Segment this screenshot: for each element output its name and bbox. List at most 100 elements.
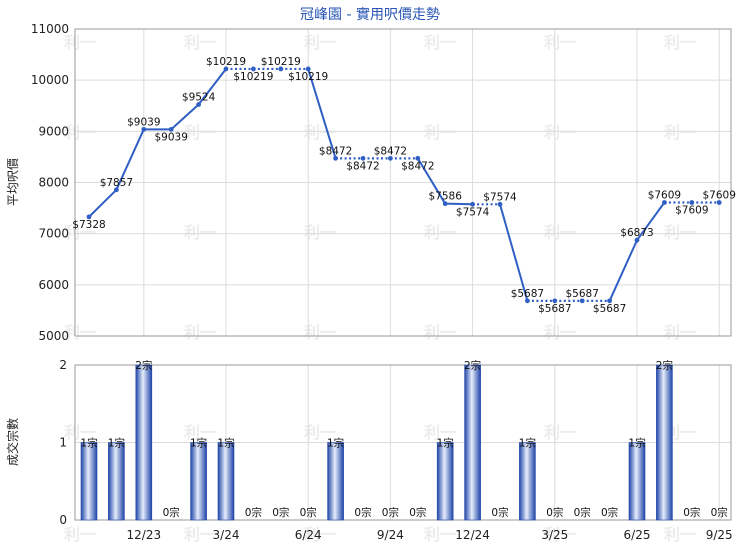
price-data-label: $10219	[288, 71, 328, 83]
price-data-label: $8472	[401, 160, 434, 172]
x-tick-label: 6/25	[624, 528, 651, 542]
volume-data-label: 0宗	[601, 506, 618, 519]
price-point	[223, 66, 229, 72]
watermark-glyph: 利一	[664, 525, 696, 544]
volume-bar	[464, 364, 481, 521]
x-tick-label: 9/24	[377, 528, 404, 542]
price-data-label: $7609	[702, 190, 735, 202]
price-data-label: $9039	[154, 131, 187, 143]
price-point	[251, 66, 256, 72]
volume-data-label: 1宗	[190, 437, 207, 450]
price-point	[525, 298, 530, 304]
price-line-segment	[197, 68, 227, 106]
price-data-label: $7586	[428, 191, 462, 203]
volume-data-label: 0宗	[491, 506, 508, 519]
x-tick-label: 6/24	[295, 528, 322, 542]
volume-bar	[217, 442, 235, 521]
volume-data-label: 1宗	[437, 437, 454, 450]
watermark-glyph: 利一	[544, 223, 576, 242]
price-y-tick-label: 7000	[38, 227, 69, 241]
volume-data-label: 0宗	[272, 506, 289, 519]
price-data-label: $10219	[261, 56, 301, 68]
price-data-label: $5687	[538, 303, 571, 315]
price-data-label: $10219	[206, 56, 246, 68]
price-data-label: $9039	[127, 116, 160, 128]
watermark-glyph: 利一	[64, 525, 96, 544]
volume-data-label: 2宗	[464, 359, 481, 372]
volume-bar	[628, 442, 646, 521]
price-y-axis-title: 平均呎價	[6, 158, 20, 206]
price-data-label: $10219	[233, 71, 273, 83]
watermark-glyph: 利一	[184, 123, 216, 142]
price-data-label: $6873	[620, 227, 653, 239]
watermark-glyph: 利一	[424, 223, 456, 242]
watermark-glyph: 利一	[184, 223, 216, 242]
price-line-segment	[608, 239, 638, 302]
watermark-glyph: 利一	[544, 33, 576, 52]
x-tick-label: 9/25	[706, 528, 733, 542]
volume-data-label: 1宗	[519, 437, 536, 450]
price-data-label: $7574	[456, 206, 490, 218]
price-point	[141, 126, 147, 132]
volume-bar	[108, 442, 125, 521]
price-data-label: $9524	[182, 92, 216, 104]
price-y-tick-label: 5000	[38, 329, 69, 343]
price-point	[497, 201, 503, 207]
watermark-glyph: 利一	[664, 223, 696, 242]
volume-y-tick-label: 1	[59, 436, 67, 450]
price-point	[552, 298, 558, 304]
price-y-tick-label: 6000	[38, 278, 69, 292]
x-tick-label: 12/23	[127, 528, 162, 542]
volume-data-label: 0宗	[546, 506, 563, 519]
watermark-glyph: 利一	[664, 33, 696, 52]
price-line-segment	[115, 128, 145, 191]
price-point	[662, 200, 667, 205]
volume-data-label: 0宗	[711, 506, 728, 519]
volume-bar	[327, 442, 344, 521]
price-point	[305, 66, 311, 72]
watermark-glyph: 利一	[184, 323, 216, 342]
price-line-segment	[416, 157, 447, 205]
watermark-glyph: 利一	[424, 323, 456, 342]
watermark-glyph: 利一	[304, 323, 336, 342]
watermark-glyph: 利一	[304, 525, 336, 544]
watermark-glyph: 利一	[424, 33, 456, 52]
price-data-label: $5687	[593, 303, 626, 315]
price-point	[333, 155, 338, 161]
volume-data-label: 1宗	[80, 437, 97, 450]
volume-data-label: 2宗	[656, 359, 673, 372]
price-line-segment	[636, 201, 666, 241]
price-data-label: $8472	[319, 145, 352, 157]
price-data-label: $7328	[72, 219, 105, 231]
watermark-glyph: 利一	[64, 123, 96, 142]
watermark-glyph: 利一	[664, 323, 696, 342]
price-point	[360, 155, 366, 161]
watermark-glyph: 利一	[184, 423, 216, 442]
volume-bar	[190, 442, 207, 521]
price-data-label: $7609	[675, 205, 708, 217]
price-data-label: $7857	[100, 177, 133, 189]
price-data-label: $5687	[565, 288, 598, 300]
price-panel-frame	[74, 28, 732, 337]
watermark-glyph: 利一	[184, 33, 216, 52]
price-point	[86, 214, 92, 220]
volume-panel-frame	[74, 364, 732, 521]
x-tick-label: 3/25	[541, 528, 568, 542]
volume-data-label: 0宗	[574, 506, 591, 519]
watermark-glyph: 利一	[304, 223, 336, 242]
price-point	[278, 66, 284, 72]
price-line-segment	[307, 68, 337, 159]
volume-bar	[519, 442, 536, 521]
price-line-segment	[499, 204, 529, 302]
volume-bar	[436, 442, 454, 521]
price-data-label: $8472	[346, 160, 379, 172]
watermark-glyph: 利一	[544, 525, 576, 544]
volume-y-axis-title: 成交宗數	[5, 418, 20, 466]
watermark-glyph: 利一	[304, 33, 336, 52]
price-point	[442, 201, 448, 207]
price-panel: 5000 6000 7000 8000 9000 10000 11000 平均呎價 $732…	[6, 22, 736, 343]
watermark-glyph: 利一	[664, 123, 696, 142]
price-data-label: $7609	[648, 190, 681, 202]
volume-data-label: 0宗	[683, 506, 700, 519]
